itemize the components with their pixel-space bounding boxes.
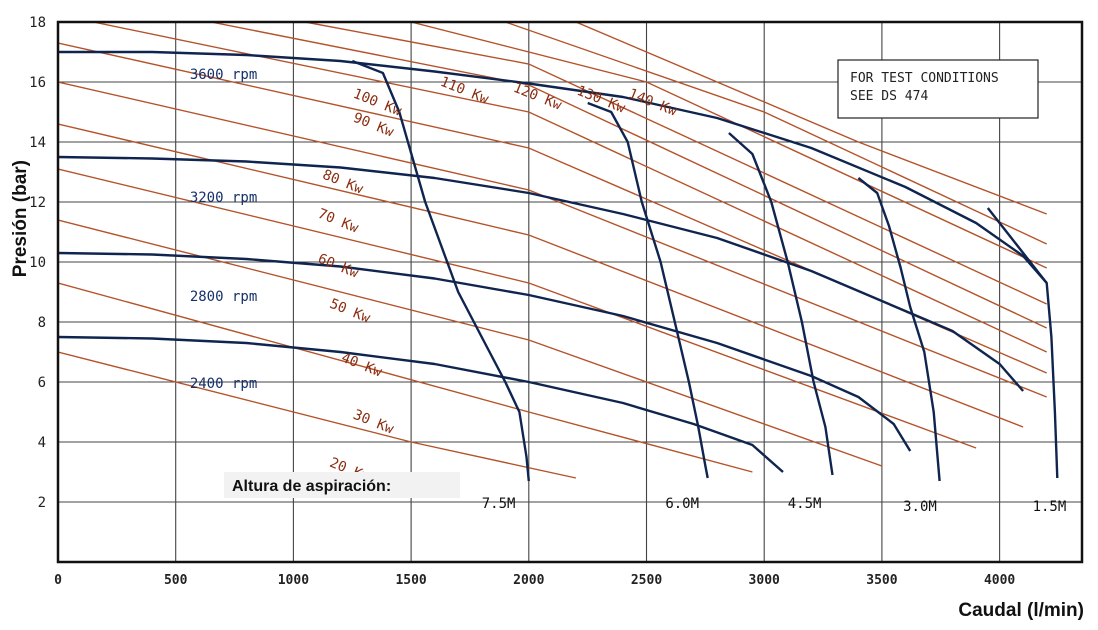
suction-height-value: 3.0M bbox=[903, 499, 937, 515]
rpm-label: 2400 rpm bbox=[190, 376, 257, 392]
power-line bbox=[58, 81, 1047, 398]
suction-curve bbox=[857, 177, 941, 482]
suction-label-bg bbox=[224, 472, 460, 498]
note-line-2: SEE DS 474 bbox=[850, 89, 928, 104]
y-axis-label: Presión (bar) bbox=[10, 160, 31, 278]
y-tick-label: 18 bbox=[29, 15, 46, 31]
x-tick-label: 2500 bbox=[631, 573, 662, 588]
speed-curves bbox=[58, 50, 1048, 473]
suction-curves bbox=[351, 59, 1059, 482]
suction-height-value: 4.5M bbox=[788, 496, 822, 512]
speed-curve bbox=[58, 251, 912, 452]
y-tick-label: 2 bbox=[38, 495, 46, 511]
test-conditions-note: FOR TEST CONDITIONS SEE DS 474 bbox=[837, 59, 1039, 119]
rpm-label: 2800 rpm bbox=[190, 289, 257, 305]
power-line bbox=[210, 22, 1047, 329]
x-tick-label: 4000 bbox=[984, 573, 1015, 588]
y-tick-label: 8 bbox=[38, 315, 46, 331]
suction-height-value: 6.0M bbox=[665, 496, 699, 512]
power-line bbox=[58, 351, 577, 479]
power-line bbox=[575, 22, 1047, 215]
power-line bbox=[58, 219, 883, 467]
speed-curve bbox=[58, 155, 1025, 392]
power-line-label: 140 Kw bbox=[626, 86, 679, 120]
suction-curve bbox=[351, 59, 530, 482]
suction-curve bbox=[986, 207, 1059, 479]
power-line-label: 80 Kw bbox=[320, 167, 366, 198]
power-line-label: 60 Kw bbox=[315, 251, 361, 282]
x-tick-label: 1500 bbox=[395, 573, 426, 588]
suction-height-label: Altura de aspiración: bbox=[232, 478, 391, 495]
power-line bbox=[93, 22, 1047, 353]
power-line-label: 110 Kw bbox=[438, 74, 491, 108]
y-tick-label: 14 bbox=[29, 135, 46, 151]
power-line-label: 70 Kw bbox=[315, 206, 361, 237]
y-tick-label: 4 bbox=[38, 435, 46, 451]
power-line bbox=[58, 168, 977, 449]
x-tick-labels: 0 500 1000 1500 2000 2500 3000 3500 4000 bbox=[54, 573, 1015, 588]
suction-curve bbox=[587, 101, 709, 479]
x-tick-label: 3000 bbox=[749, 573, 780, 588]
x-axis-label: Caudal (l/min) bbox=[958, 600, 1084, 621]
power-line bbox=[410, 22, 1047, 269]
power-line bbox=[58, 282, 753, 473]
note-box bbox=[837, 59, 1039, 119]
suction-curve bbox=[728, 132, 834, 476]
x-tick-label: 2000 bbox=[513, 573, 544, 588]
power-lines bbox=[58, 22, 1047, 479]
suction-height-value: 1.5M bbox=[1033, 499, 1067, 515]
y-tick-label: 12 bbox=[29, 195, 46, 211]
y-tick-label: 6 bbox=[38, 375, 46, 391]
power-line bbox=[505, 22, 1047, 245]
rpm-label: 3600 rpm bbox=[190, 67, 257, 83]
x-tick-label: 1000 bbox=[278, 573, 309, 588]
power-line-label: 130 Kw bbox=[574, 83, 627, 117]
speed-curve bbox=[58, 335, 784, 473]
note-line-1: FOR TEST CONDITIONS bbox=[850, 71, 999, 86]
y-tick-label: 16 bbox=[29, 75, 46, 91]
speed-curve bbox=[58, 50, 1048, 284]
y-tick-labels: 2 4 6 8 10 12 14 16 18 bbox=[29, 15, 46, 511]
suction-height-value: 7.5M bbox=[482, 496, 516, 512]
power-line bbox=[305, 22, 1047, 305]
x-tick-label: 3500 bbox=[866, 573, 897, 588]
x-tick-label: 500 bbox=[164, 573, 188, 588]
plot-frame bbox=[56, 20, 1084, 564]
x-tick-label: 0 bbox=[54, 573, 62, 588]
rpm-label: 3200 rpm bbox=[190, 190, 257, 206]
y-tick-label: 10 bbox=[29, 255, 46, 271]
